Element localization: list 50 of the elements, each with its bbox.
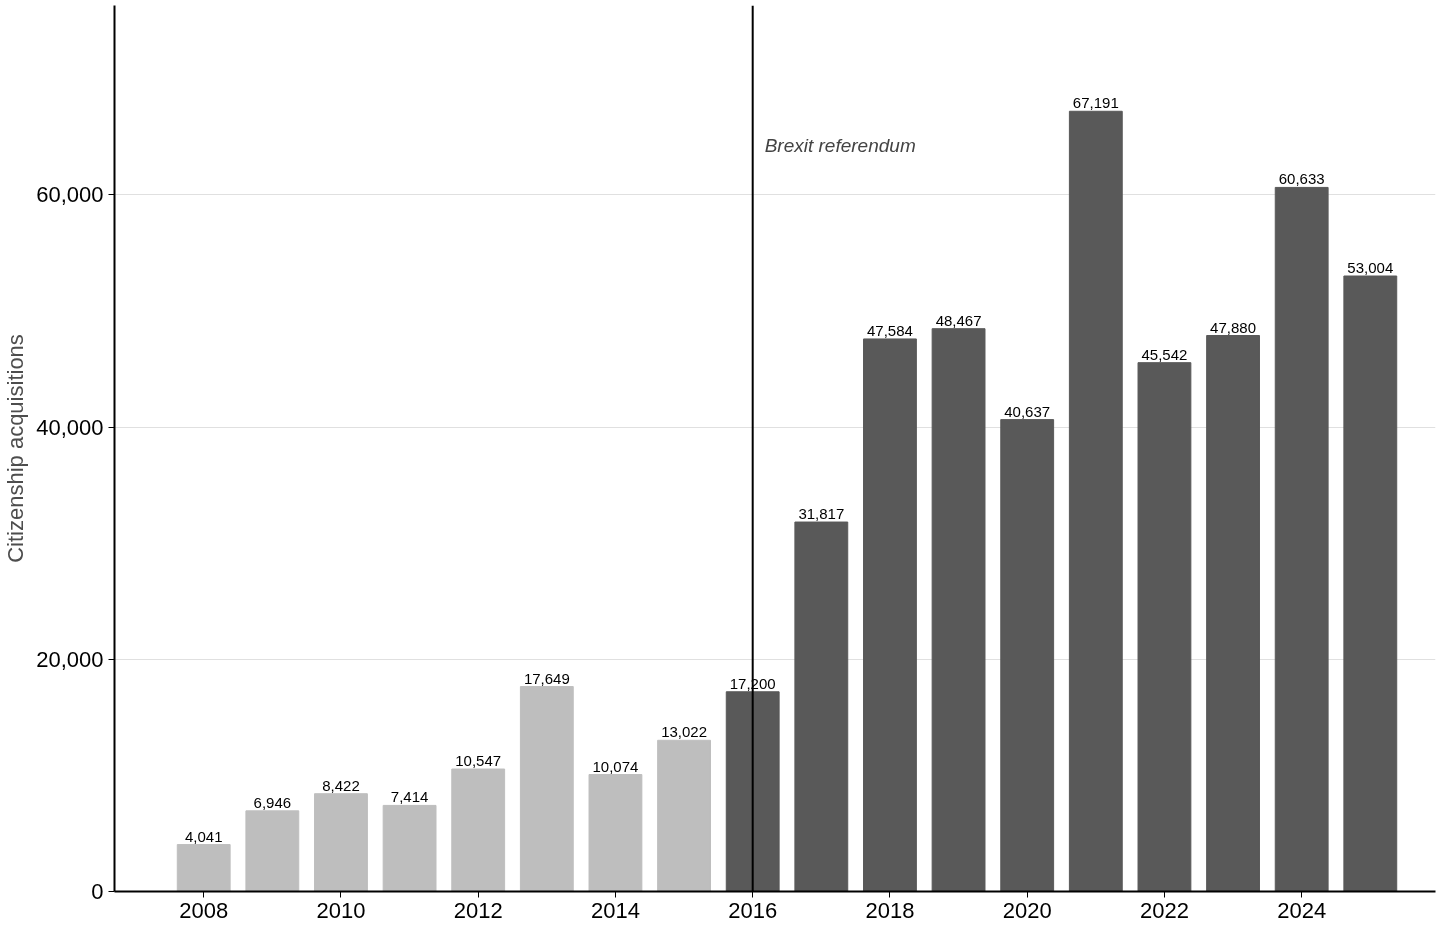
x-tick-label: 2024 (1277, 897, 1327, 923)
data-label: 13,022 (661, 723, 708, 741)
bar (245, 810, 300, 892)
data-label: 7,414 (390, 788, 429, 806)
y-tick-label: 20,000 (36, 646, 104, 672)
data-label: 60,633 (1278, 170, 1325, 188)
x-tick-label: 2022 (1139, 897, 1189, 923)
data-label: 47,880 (1210, 318, 1257, 336)
x-tick-label: 2018 (865, 897, 915, 923)
bar (1343, 275, 1398, 892)
data-label: 4,041 (184, 827, 223, 845)
data-label: 53,004 (1347, 259, 1394, 277)
bar (1274, 186, 1329, 892)
data-label: 45,542 (1141, 345, 1188, 363)
bar (588, 774, 643, 892)
data-label: 40,637 (1004, 402, 1051, 420)
x-tick-label: 2008 (179, 897, 229, 923)
bar (931, 328, 986, 892)
data-label: 17,649 (523, 669, 570, 687)
bar (314, 793, 368, 892)
y-tick-label: 0 (91, 879, 104, 904)
ref-line-label: Brexit referendum (764, 135, 916, 157)
x-tick-label: 2010 (316, 897, 366, 923)
bar (451, 768, 506, 892)
data-label: 31,817 (798, 505, 845, 523)
bar (1000, 419, 1055, 892)
bar (725, 691, 780, 892)
bar (519, 686, 574, 892)
bar (1068, 110, 1123, 892)
data-label: 10,074 (592, 757, 639, 775)
bar (176, 844, 231, 892)
bar (382, 804, 437, 892)
data-label: 47,584 (867, 321, 913, 339)
y-tick-label: 40,000 (36, 414, 104, 440)
data-label: 48,467 (935, 311, 982, 329)
bar (1206, 335, 1260, 892)
y-axis-title: Citizenship acquisitions (3, 334, 29, 563)
data-label: 6,946 (253, 793, 292, 811)
x-tick-label: 2020 (1002, 897, 1052, 923)
bar (1137, 362, 1192, 892)
bar (657, 739, 711, 892)
bar (794, 521, 849, 892)
bar (863, 338, 917, 892)
data-label: 67,191 (1072, 94, 1119, 112)
x-tick-label: 2014 (590, 897, 640, 923)
y-tick-label: 60,000 (36, 182, 104, 208)
data-label: 8,422 (322, 776, 360, 794)
data-label: 10,547 (455, 752, 502, 770)
x-tick-label: 2016 (728, 897, 778, 923)
x-tick-label: 2012 (453, 897, 503, 923)
